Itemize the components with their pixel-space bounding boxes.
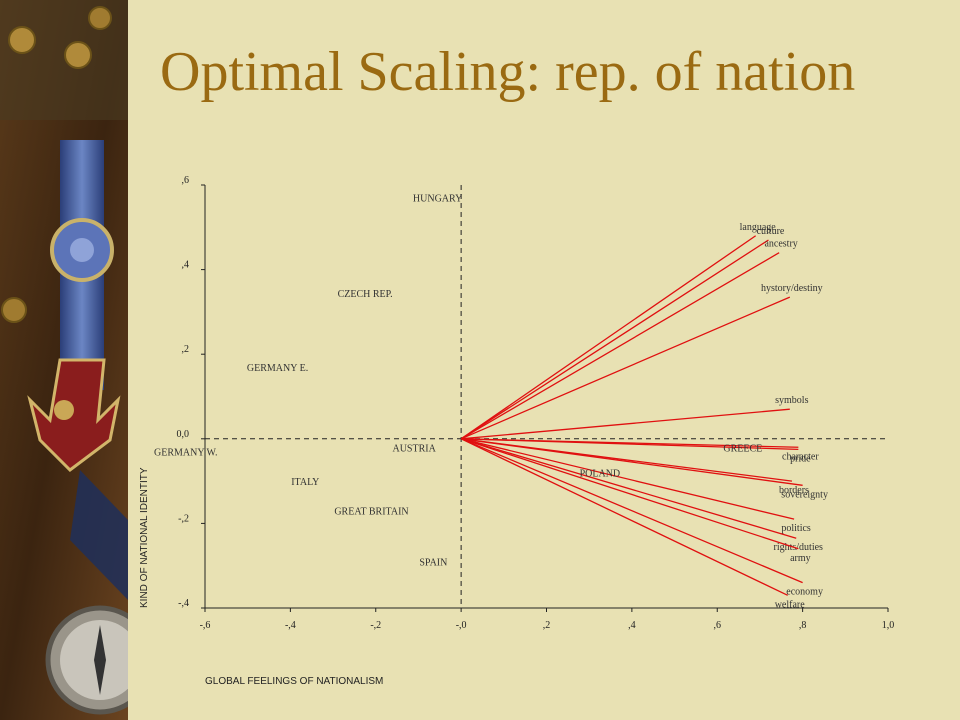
point-label: SPAIN [419,557,447,568]
vector-label: economy [786,587,823,598]
vector-line [460,235,757,440]
vector-label: welfare [775,599,806,610]
x-tick-label: -,4 [285,620,296,631]
vector-label: culture [757,226,785,237]
y-tick-label: ,2 [182,344,190,355]
y-axis-title: KIND OF NATIONAL IDENTITY [139,467,150,608]
point-label: HUNGARY [413,194,462,205]
vector-label: ancestry [764,239,797,250]
buttons-decoration-icon [1,6,112,323]
point-labels: HUNGARY CZECH REP. GERMANY E. AUSTRIA GERMAN… [154,194,762,569]
vector-line [460,438,799,550]
vector-label: language [740,222,777,233]
x-tick-label: -,6 [200,620,211,631]
vector-line [461,408,790,440]
medal-decoration-icon [27,140,121,472]
vector-line [461,438,799,451]
vector-label: character [782,451,819,462]
vector-label: rights/duties [773,542,823,553]
x-tick-label: ,4 [628,620,636,631]
point-label: AUSTRIA [392,443,436,454]
point-label: GREAT BRITAIN [334,507,408,518]
x-axis-title: GLOBAL FEELINGS OF NATIONALISM [205,676,383,687]
vector-label: pride [790,453,811,464]
vector-line [460,296,791,440]
point-label: GERMANY E. [247,363,308,374]
vector-line [460,438,788,596]
y-tick-label: 0,0 [177,429,190,440]
vector-label: sovereignty [781,489,828,500]
vector-line [460,252,780,440]
point-label: CZECH REP. [338,289,393,300]
y-tick-label: -,2 [178,513,189,524]
y-tick-label: ,6 [182,175,190,186]
vector-label: borders [779,485,809,496]
vector-label: politics [781,523,811,534]
point-label: GERMANY W. [154,447,218,458]
x-tick-label: ,2 [543,620,551,631]
x-tick-label: -,0 [456,620,467,631]
y-tick-label: -,4 [178,598,189,609]
compass-icon [45,605,128,715]
x-tick-label: 1,0 [882,620,895,631]
vector-label: army [790,553,811,564]
vector-label: hystory/destiny [761,283,823,294]
x-tick-label: -,2 [370,620,381,631]
point-label: ITALY [291,477,319,488]
x-tick-label: ,8 [799,620,807,631]
y-tick-label: ,4 [182,260,190,271]
vector-line [461,438,803,486]
vector-line [460,438,797,539]
decorative-photo-strip [0,0,128,720]
point-label: POLAND [580,469,621,480]
vector-label: symbols [775,395,808,406]
slide-title: Optimal Scaling: rep. of nation [160,41,856,103]
vector-line [460,438,803,584]
chart-axes: -,6 -,4 -,2 -,0 ,2 ,4 ,6 ,8 1,0 ,6 ,4 ,2 0,0 -,2 -,4 [177,175,895,631]
vector-line [460,438,795,520]
vector-line [460,239,769,440]
point-label: GREECE [723,443,762,454]
x-tick-label: ,6 [714,620,722,631]
